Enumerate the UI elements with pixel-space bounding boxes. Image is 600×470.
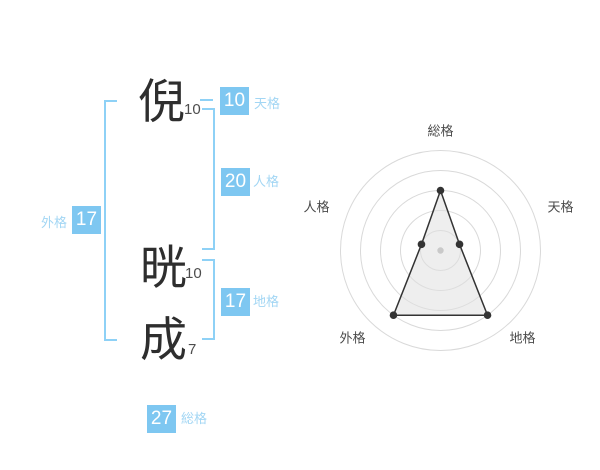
tenkaku-label: 天格 (254, 96, 281, 111)
chikaku-value-box: 17 (221, 288, 250, 316)
chikaku-bracket (202, 259, 215, 340)
radar-data-point (436, 186, 445, 195)
gaikaku-label: 外格 (41, 215, 68, 230)
surname-kanji: 倪 (138, 75, 185, 128)
tenkaku-tick (200, 99, 213, 101)
chikaku-label: 地格 (253, 294, 280, 309)
radar-axis-label: 人格 (303, 200, 329, 215)
radar-data-point (455, 240, 464, 249)
tenkaku-value-box: 10 (220, 87, 249, 115)
givenname-kanji-1: 晄 (140, 241, 187, 294)
jinkaku-bracket (202, 108, 215, 250)
gaikaku-bracket (104, 100, 117, 341)
surname-kanji-strokes: 10 (184, 101, 201, 118)
soukaku-label: 総格 (181, 411, 208, 426)
radar-axis-label: 地格 (509, 331, 535, 346)
gaikaku-value-box: 17 (72, 206, 101, 234)
givenname-kanji-2-strokes: 7 (188, 341, 197, 358)
radar-axis-label: 外格 (339, 331, 365, 346)
radar-ring (340, 150, 541, 351)
radar-ring (360, 170, 521, 331)
radar-data-point (389, 311, 398, 320)
radar-axis-label: 天格 (547, 200, 573, 215)
radar-data-point (417, 240, 426, 249)
radar-center-dot (437, 247, 444, 254)
givenname-kanji-2: 成 (140, 313, 187, 366)
soukaku-value-box: 27 (147, 405, 176, 433)
jinkaku-label: 人格 (253, 174, 280, 189)
radar-data-point (483, 311, 492, 320)
radar-axis-label: 総格 (427, 124, 453, 139)
jinkaku-value-box: 20 (221, 168, 250, 196)
givenname-kanji-1-strokes: 10 (185, 265, 202, 282)
